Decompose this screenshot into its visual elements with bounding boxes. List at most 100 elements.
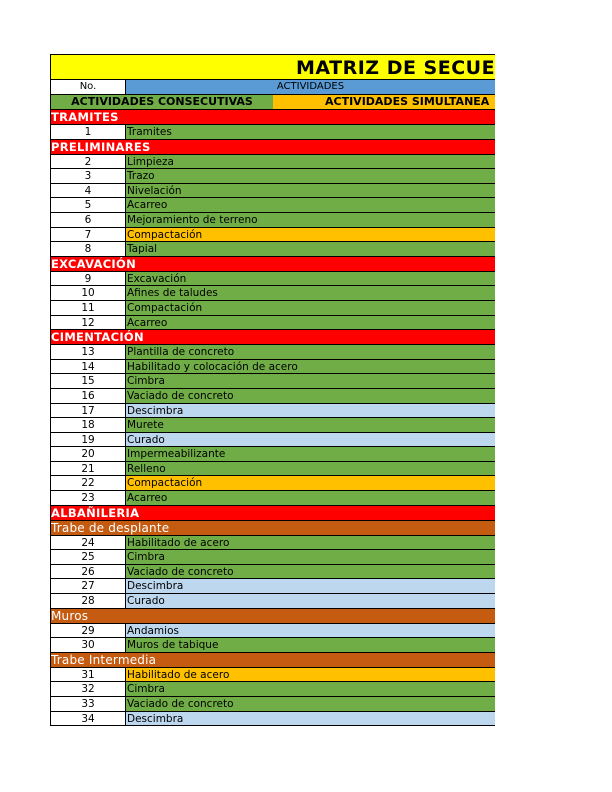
- activity-name: Murete: [126, 418, 495, 432]
- table-row: 8 Tapial: [50, 242, 495, 257]
- activity-number: 15: [51, 374, 126, 388]
- activity-name: Acarreo: [126, 198, 495, 212]
- activity-name: Curado: [126, 594, 495, 608]
- activity-number: 18: [51, 418, 126, 432]
- section-header: CIMENTACIÓN: [50, 330, 495, 346]
- activity-number: 26: [51, 564, 126, 579]
- activity-number: 7: [51, 227, 126, 242]
- section-header: EXCAVACIÓN: [50, 256, 495, 272]
- activity-name: Compactación: [126, 300, 495, 315]
- activity-number: 32: [51, 682, 126, 696]
- activity-name: Muros de tabique: [126, 638, 495, 652]
- activity-number: 10: [51, 286, 126, 300]
- activity-name: Vaciado de concreto: [126, 697, 495, 711]
- table-row: 26 Vaciado de concreto: [50, 564, 495, 580]
- activity-name: Acarreo: [126, 491, 495, 505]
- table-row: 18 Murete: [50, 418, 495, 433]
- header-no: No.: [51, 80, 126, 94]
- table-row: 25 Cimbra: [50, 550, 495, 565]
- table-row: 31 Habilitado de acero: [50, 667, 495, 683]
- activity-name: Afines de taludes: [126, 286, 495, 300]
- activity-number: 33: [51, 697, 126, 711]
- table-row: 12 Acarreo: [50, 315, 495, 331]
- activity-number: 11: [51, 300, 126, 315]
- activity-name: Vaciado de concreto: [126, 388, 495, 403]
- activity-number: 12: [51, 315, 126, 330]
- table-row: 14 Habilitado y colocación de acero: [50, 359, 495, 375]
- section-header: ALBAÑILERIA: [50, 505, 495, 521]
- activity-number: 1: [51, 125, 126, 139]
- table-row: 34 Descimbra: [50, 711, 495, 727]
- activity-number: 30: [51, 638, 126, 652]
- section-header: PRELIMINARES: [50, 139, 495, 155]
- activity-name: Cimbra: [126, 550, 495, 564]
- table-row: 5 Acarreo: [50, 198, 495, 213]
- activity-number: 5: [51, 198, 126, 212]
- table-row: 17 Descimbra: [50, 403, 495, 419]
- subsection-header: Trabe Intermedia: [50, 652, 495, 668]
- activity-name: Excavación: [126, 271, 495, 286]
- activity-number: 24: [51, 535, 126, 550]
- header-activities: ACTIVIDADES: [126, 80, 495, 94]
- table-row: 10 Afines de taludes: [50, 286, 495, 301]
- table-row: 6 Mejoramiento de terreno: [50, 212, 495, 228]
- activity-number: 9: [51, 271, 126, 286]
- table-row: 1 Tramites: [50, 125, 495, 140]
- activity-number: 25: [51, 550, 126, 564]
- activity-name: Descimbra: [126, 579, 495, 594]
- table-row: 2 Limpieza: [50, 154, 495, 170]
- activity-name: Descimbra: [126, 403, 495, 418]
- table-row: 30 Muros de tabique: [50, 638, 495, 653]
- activity-name: Habilitado de acero: [126, 535, 495, 550]
- activity-number: 34: [51, 711, 126, 726]
- activity-rows: TRAMITES 1 Tramites PRELIMINARES 2 Limpieza 3 T…: [50, 110, 495, 727]
- activity-name: Relleno: [126, 461, 495, 476]
- activity-name: Habilitado de acero: [126, 667, 495, 682]
- activity-number: 28: [51, 594, 126, 608]
- activity-name: Tapial: [126, 242, 495, 256]
- table-row: 19 Curado: [50, 432, 495, 448]
- table-row: 15 Cimbra: [50, 374, 495, 389]
- activity-number: 8: [51, 242, 126, 256]
- activity-number: 14: [51, 359, 126, 374]
- table-row: 23 Acarreo: [50, 491, 495, 506]
- activity-number: 27: [51, 579, 126, 594]
- activity-number: 4: [51, 183, 126, 198]
- activity-number: 23: [51, 491, 126, 505]
- table-row: 32 Cimbra: [50, 682, 495, 697]
- legend-simultaneous: ACTIVIDADES SIMULTANEA: [273, 95, 495, 109]
- subsection-header: Trabe de desplante: [50, 520, 495, 536]
- table-row: 20 Impermeabilizante: [50, 447, 495, 462]
- subsection-header: Muros: [50, 608, 495, 624]
- table-row: 21 Relleno: [50, 461, 495, 477]
- table-row: 22 Compactación: [50, 476, 495, 492]
- table-row: 27 Descimbra: [50, 579, 495, 595]
- table-row: 7 Compactación: [50, 227, 495, 243]
- section-header: TRAMITES: [50, 110, 495, 125]
- activity-name: Vaciado de concreto: [126, 564, 495, 579]
- table-row: 28 Curado: [50, 594, 495, 609]
- activity-name: Cimbra: [126, 682, 495, 696]
- legend-consecutive: ACTIVIDADES CONSECUTIVAS: [51, 95, 273, 109]
- activity-name: Plantilla de concreto: [126, 345, 495, 359]
- activity-name: Mejoramiento de terreno: [126, 212, 495, 227]
- column-header-row: No. ACTIVIDADES: [50, 80, 495, 95]
- activity-name: Habilitado y colocación de acero: [126, 359, 495, 374]
- table-row: 11 Compactación: [50, 300, 495, 316]
- activity-name: Limpieza: [126, 154, 495, 169]
- table-row: 3 Trazo: [50, 169, 495, 184]
- activity-name: Trazo: [126, 169, 495, 183]
- activity-name: Cimbra: [126, 374, 495, 388]
- activity-number: 16: [51, 388, 126, 403]
- title-row: MATRIZ DE SECUE: [50, 54, 495, 80]
- activity-number: 6: [51, 212, 126, 227]
- activity-name: Acarreo: [126, 315, 495, 330]
- activity-number: 29: [51, 623, 126, 638]
- activity-name: Curado: [126, 432, 495, 447]
- activity-number: 19: [51, 432, 126, 447]
- activity-number: 2: [51, 154, 126, 169]
- activity-name: Descimbra: [126, 711, 495, 726]
- legend-row: ACTIVIDADES CONSECUTIVAS ACTIVIDADES SIM…: [50, 95, 495, 110]
- activity-name: Tramites: [126, 125, 495, 139]
- activity-number: 22: [51, 476, 126, 491]
